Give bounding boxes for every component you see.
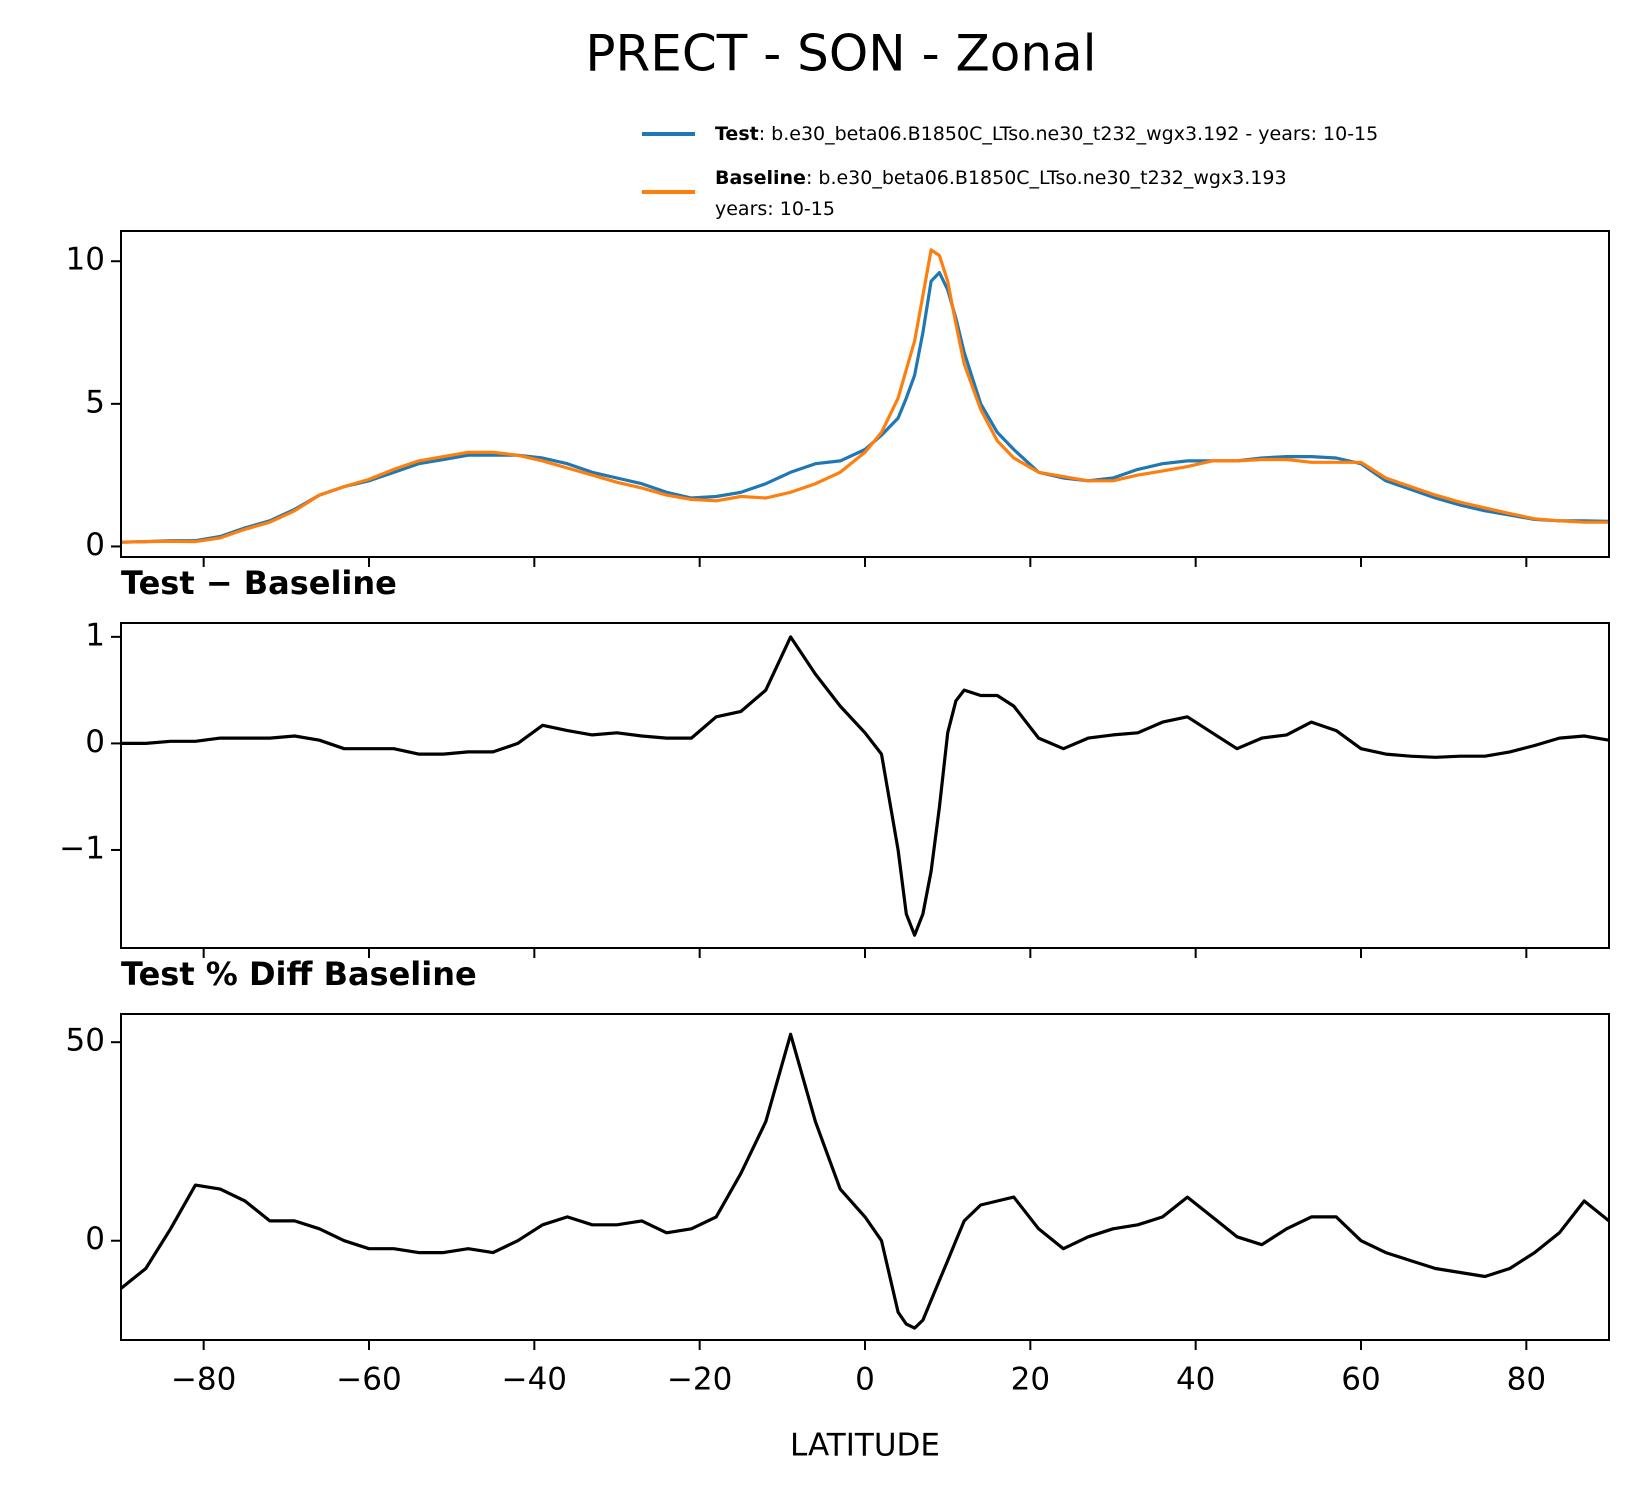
chart-title: PRECT - SON - Zonal	[585, 25, 1096, 83]
x-tick-label: 40	[1176, 1362, 1215, 1398]
data-line	[121, 1032, 1609, 1330]
legend-name: Test	[715, 123, 759, 145]
panel-title: Test − Baseline	[121, 564, 397, 602]
legend-label: Baseline: b.e30_beta06.B1850C_LTso.ne30_…	[715, 167, 1287, 189]
data-line	[121, 635, 1609, 937]
axes-frame	[120, 1013, 1610, 1341]
y-tick-label: 1	[85, 617, 105, 653]
x-tick-label: 20	[1011, 1362, 1050, 1398]
axes-frame	[120, 230, 1610, 558]
data-line	[121, 271, 1609, 544]
y-tick-label: 0	[85, 527, 105, 563]
x-tick-label: −40	[502, 1362, 567, 1398]
data-line	[121, 248, 1609, 544]
panel-title: Test % Diff Baseline	[121, 955, 477, 993]
x-tick-label: 80	[1507, 1362, 1546, 1398]
y-tick-label: −1	[59, 830, 105, 866]
legend-label: years: 10-15	[715, 198, 835, 220]
legend-case: : b.e30_beta06.B1850C_LTso.ne30_t232_wgx…	[759, 123, 1379, 145]
x-tick-label: −60	[336, 1362, 401, 1398]
x-tick-label: −20	[667, 1362, 732, 1398]
x-axis-label: LATITUDE	[790, 1428, 940, 1464]
y-tick-label: 0	[85, 724, 105, 760]
y-tick-label: 10	[66, 242, 105, 278]
x-tick-label: −80	[171, 1362, 236, 1398]
y-tick-label: 5	[85, 384, 105, 420]
x-tick-label: 60	[1341, 1362, 1380, 1398]
legend-case: years: 10-15	[715, 198, 835, 220]
legend-name: Baseline	[715, 167, 806, 189]
legend-label: Test: b.e30_beta06.B1850C_LTso.ne30_t232…	[715, 123, 1378, 145]
y-tick-label: 50	[66, 1023, 105, 1059]
legend-case: : b.e30_beta06.B1850C_LTso.ne30_t232_wgx…	[806, 167, 1287, 189]
axes-frame	[120, 622, 1610, 949]
x-tick-label: 0	[855, 1362, 875, 1398]
y-tick-label: 0	[85, 1221, 105, 1257]
